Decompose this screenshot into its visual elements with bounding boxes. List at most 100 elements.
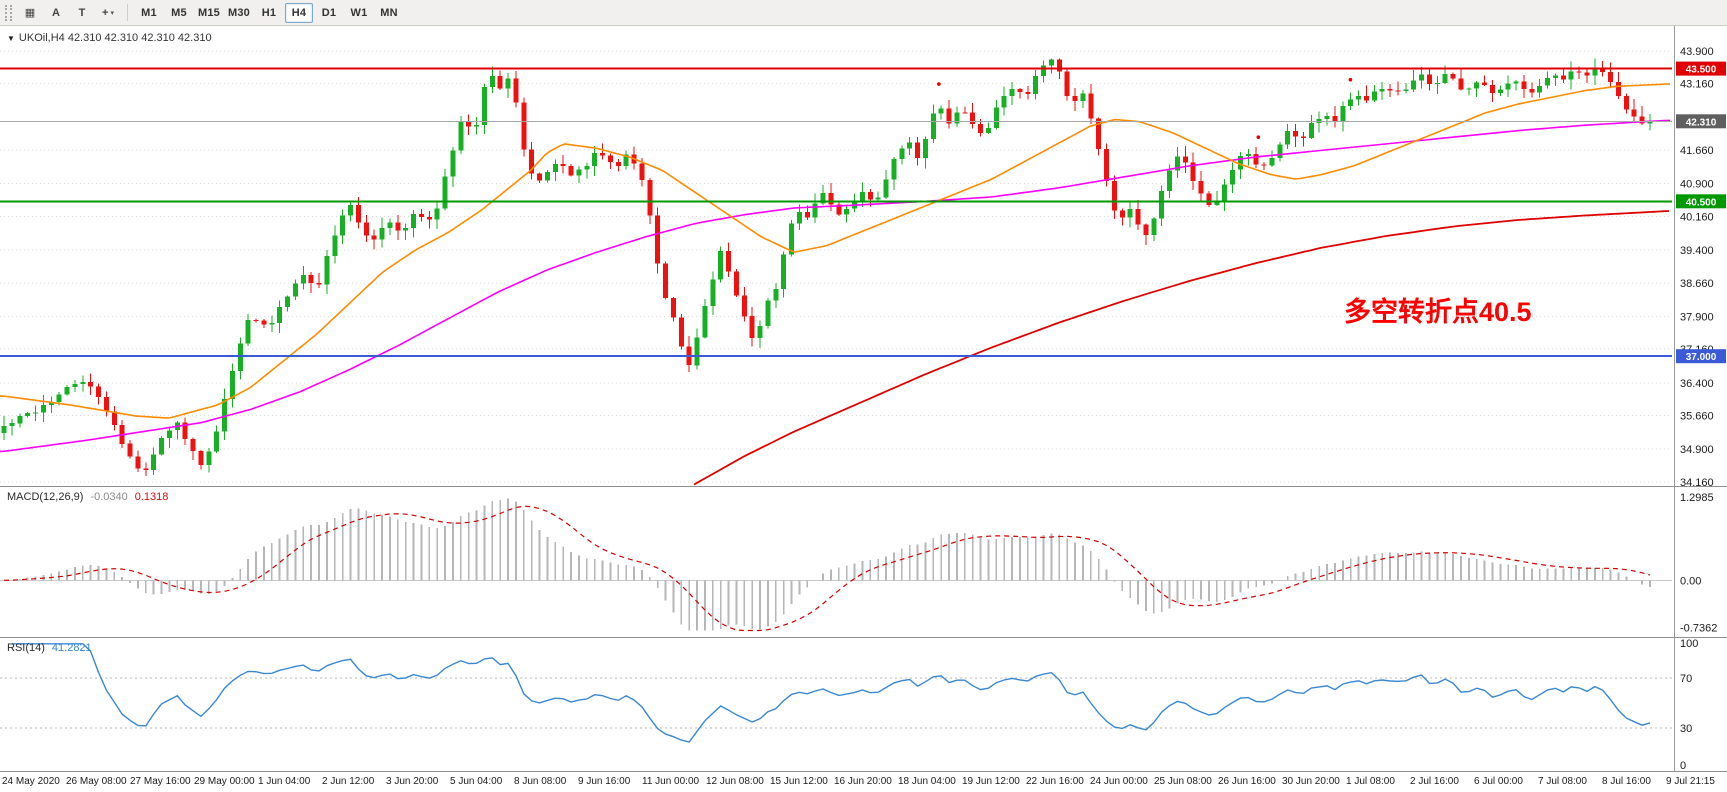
time-axis-label: 26 Jun 16:00	[1218, 776, 1276, 787]
price-chart-canvas[interactable]: 43.900 43.160 41.660 40.900 40.160 39.400 38.6…	[0, 26, 1727, 486]
svg-text:37.900: 37.900	[1680, 311, 1714, 323]
svg-text:39.400: 39.400	[1680, 245, 1714, 257]
price-chart-panel[interactable]: 43.900 43.160 41.660 40.900 40.160 39.400 38.6…	[0, 26, 1727, 486]
ma-mid-magenta-line	[0, 119, 1671, 453]
symbol-ohlc-text: UKOil,H4 42.310 42.310 42.310 42.310	[18, 32, 212, 44]
svg-text:34.900: 34.900	[1680, 444, 1714, 456]
time-axis[interactable]: 24 May 2020 26 May 08:00 27 May 16:00 29 Ma…	[0, 771, 1727, 792]
annotation-text: 多空转折点40.5	[1344, 297, 1532, 327]
time-axis-label: 26 May 08:00	[66, 776, 127, 787]
price-axis-labels: 43.900 43.160 41.660 40.900 40.160 39.400 38.6…	[1680, 46, 1714, 486]
rsi-line	[11, 643, 1651, 743]
rsi-label: RSI(14)	[7, 642, 45, 654]
time-axis-label: 27 May 16:00	[130, 776, 191, 787]
time-axis-label: 7 Jul 08:00	[1538, 776, 1587, 787]
svg-text:37.000: 37.000	[1686, 352, 1717, 363]
ma-long-red-line	[693, 210, 1670, 486]
timeframe-button-h4[interactable]: H4	[285, 2, 313, 23]
chevron-down-icon: ▾	[110, 9, 114, 17]
svg-text:43.500: 43.500	[1686, 65, 1717, 76]
macd-axis-labels: 1.2985 0.00 -0.7362	[1680, 492, 1717, 635]
macd-header: MACD(12,26,9) -0.0340 0.1318	[7, 491, 168, 503]
time-axis-label: 24 May 2020	[2, 776, 60, 787]
svg-text:36.400: 36.400	[1680, 378, 1714, 390]
macd-indicator-panel[interactable]: 1.2985 0.00 -0.7362 MACD(12,26,9) -0.0340 …	[0, 486, 1727, 637]
chart-tools-group: ▦ A T + ▾	[17, 3, 121, 23]
time-axis-label: 8 Jun 08:00	[514, 776, 567, 787]
candlesticks-layer	[1, 58, 1653, 477]
svg-text:30: 30	[1680, 723, 1692, 735]
text-label-icon[interactable]: T	[78, 6, 86, 19]
svg-text:43.900: 43.900	[1680, 46, 1714, 58]
timeframe-button-w1[interactable]: W1	[350, 6, 368, 19]
timeframe-button-m15[interactable]: M15	[198, 6, 220, 19]
rsi-value: 41.2821	[51, 642, 92, 654]
macd-histogram	[10, 498, 1651, 631]
svg-text:40.900: 40.900	[1680, 179, 1714, 191]
macd-signal-line	[3, 505, 1651, 632]
symbol-ohlc-label: ▼ UKOil,H4 42.310 42.310 42.310 42.310	[7, 32, 212, 44]
time-axis-label: 24 Jun 00:00	[1090, 776, 1148, 787]
time-axis-label: 8 Jul 16:00	[1602, 776, 1651, 787]
chart-menu-arrow-icon[interactable]: ▼	[7, 33, 15, 43]
svg-text:0.00: 0.00	[1680, 575, 1701, 587]
chart-toolbar: ▦ A T + ▾ M1 M5 M15 M30 H1 H4 D1 W1 MN	[0, 0, 1727, 26]
svg-text:40.500: 40.500	[1686, 197, 1717, 208]
svg-text:0: 0	[1680, 760, 1686, 771]
toolbar-grip-handle[interactable]	[5, 4, 12, 21]
time-axis-label: 1 Jul 08:00	[1346, 776, 1395, 787]
time-axis-label: 1 Jun 04:00	[258, 776, 311, 787]
time-axis-label: 22 Jun 16:00	[1026, 776, 1084, 787]
svg-text:40.160: 40.160	[1680, 211, 1714, 223]
svg-text:43.160: 43.160	[1680, 79, 1714, 91]
svg-text:1.2985: 1.2985	[1680, 492, 1714, 504]
price-badge-43.500: 43.500	[1676, 61, 1726, 76]
fractal-markers	[937, 77, 1353, 139]
toolbar-separator	[127, 4, 128, 21]
svg-text:41.660: 41.660	[1680, 145, 1714, 157]
time-axis-label: 11 Jun 00:00	[642, 776, 700, 787]
rsi-canvas: 100 70 30 0	[0, 638, 1698, 771]
price-badge-37.000: 37.000	[1676, 349, 1726, 364]
time-axis-label: 9 Jun 16:00	[578, 776, 631, 787]
time-axis-label: 9 Jul 21:15	[1666, 776, 1715, 787]
svg-text:42.310: 42.310	[1686, 117, 1717, 128]
macd-canvas: 1.2985 0.00 -0.7362	[0, 487, 1717, 637]
time-axis-label: 18 Jun 04:00	[898, 776, 956, 787]
time-axis-label: 6 Jul 00:00	[1474, 776, 1523, 787]
rsi-indicator-panel[interactable]: 100 70 30 0 RSI(14) 41.2821	[0, 637, 1727, 771]
svg-text:34.160: 34.160	[1680, 477, 1714, 486]
time-axis-label: 5 Jun 04:00	[450, 776, 503, 787]
price-gridlines	[0, 50, 1672, 483]
text-annotate-icon[interactable]: A	[52, 6, 60, 19]
time-axis-label: 30 Jun 20:00	[1282, 776, 1340, 787]
timeframe-button-h1[interactable]: H1	[261, 6, 277, 19]
price-badge-42.310: 42.310	[1676, 114, 1726, 129]
svg-text:70: 70	[1680, 673, 1692, 685]
macd-signal-value: 0.1318	[134, 491, 169, 503]
price-badge-40.500: 40.500	[1676, 194, 1726, 209]
svg-text:38.660: 38.660	[1680, 278, 1714, 290]
charts-grid-icon[interactable]: ▦	[24, 7, 36, 19]
time-axis-label: 2 Jun 12:00	[322, 776, 375, 787]
rsi-level-lines	[0, 677, 1672, 729]
timeframe-buttons-group: M1 M5 M15 M30 H1 H4 D1 W1 MN	[134, 2, 404, 23]
time-axis-label: 15 Jun 12:00	[770, 776, 828, 787]
timeframe-button-mn[interactable]: MN	[380, 6, 398, 19]
time-axis-label: 25 Jun 08:00	[1154, 776, 1212, 787]
ma-fast-orange-line	[0, 83, 1670, 419]
time-axis-label: 29 May 00:00	[194, 776, 255, 787]
svg-text:35.660: 35.660	[1680, 411, 1714, 423]
timeframe-button-m1[interactable]: M1	[141, 6, 157, 19]
macd-main-value: -0.0340	[90, 491, 128, 503]
timeframe-button-m5[interactable]: M5	[171, 6, 187, 19]
timeframe-button-m30[interactable]: M30	[228, 6, 250, 19]
svg-text:100: 100	[1680, 638, 1698, 650]
time-axis-label: 2 Jul 16:00	[1410, 776, 1459, 787]
macd-label: MACD(12,26,9)	[7, 491, 84, 503]
crosshair-icon[interactable]: + ▾	[102, 6, 114, 19]
timeframe-button-d1[interactable]: D1	[321, 6, 337, 19]
time-axis-label: 3 Jun 20:00	[386, 776, 439, 787]
time-axis-label: 16 Jun 20:00	[834, 776, 892, 787]
